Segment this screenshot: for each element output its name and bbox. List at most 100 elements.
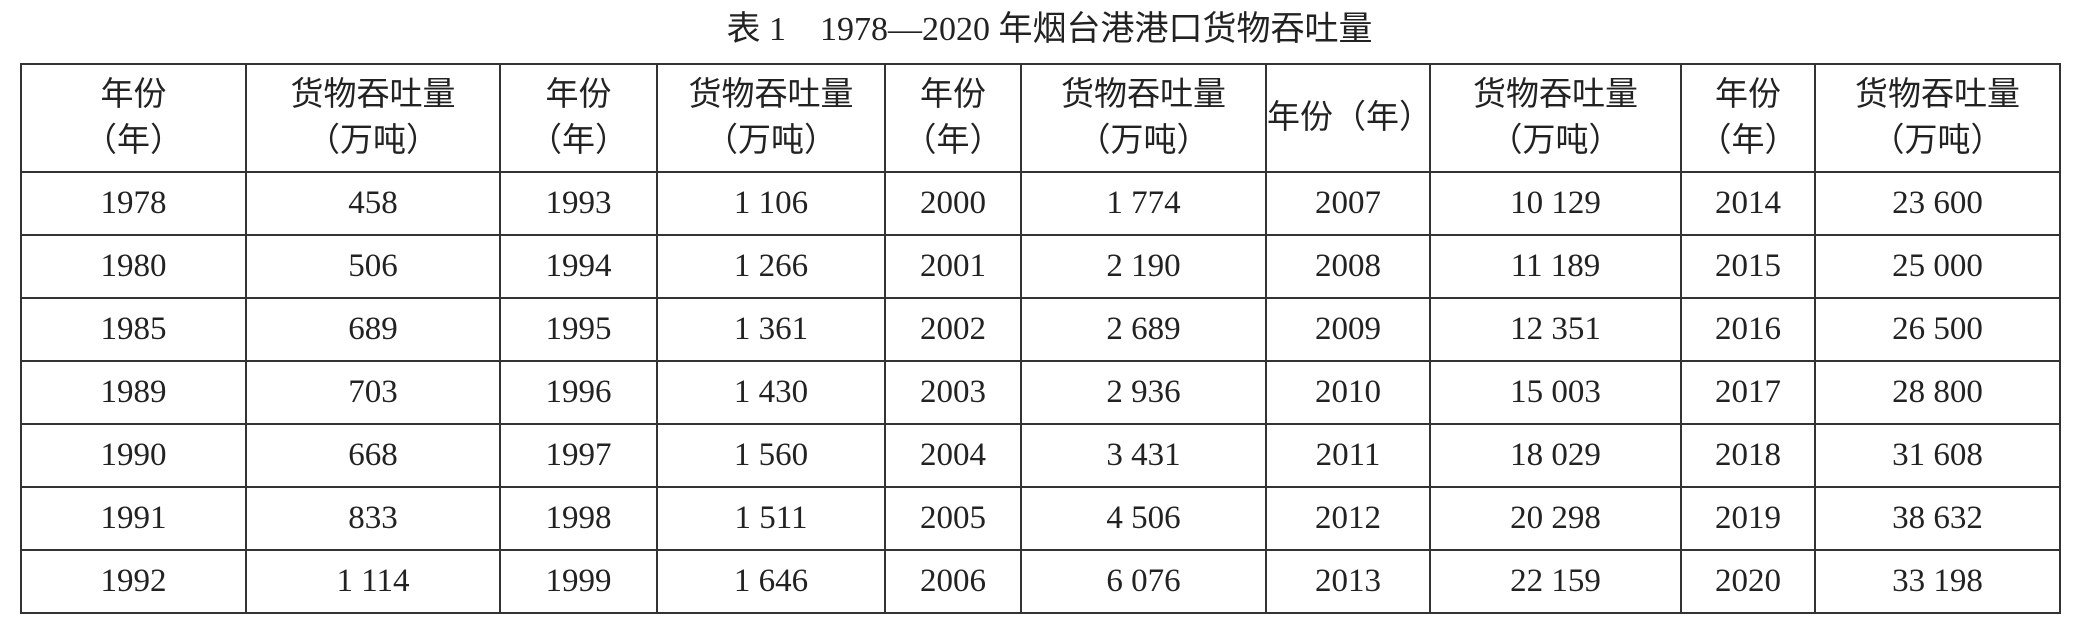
header-row: 年份 （年） 货物吞吐量 （万吨） 年份 （年） 货物吞吐量 （万吨） 年份 （年） 货物吞吐量 （万… xyxy=(20,63,2061,173)
data-table: 年份 （年） 货物吞吐量 （万吨） 年份 （年） 货物吞吐量 （万吨） 年份 （年） 货物吞吐量 （万… xyxy=(20,63,2061,614)
header-line: （万吨） xyxy=(307,123,439,159)
table-cell: 26 500 xyxy=(1814,297,2061,362)
table-cell: 3 431 xyxy=(1020,423,1267,488)
table-cell: 2015 xyxy=(1680,234,1816,299)
table-cell: 2007 xyxy=(1265,171,1431,236)
table-cell: 2 936 xyxy=(1020,360,1267,425)
table-cell: 20 298 xyxy=(1429,486,1682,551)
header-line: 货物吞吐量 xyxy=(290,77,456,113)
table-cell: 2 689 xyxy=(1020,297,1267,362)
header-line: 年份 xyxy=(100,77,167,113)
table-cell: 1997 xyxy=(499,423,658,488)
table-cell: 2014 xyxy=(1680,171,1816,236)
table-cell: 2000 xyxy=(884,171,1022,236)
table-cell: 2012 xyxy=(1265,486,1431,551)
table-cell: 2006 xyxy=(884,549,1022,614)
table-cell: 1 266 xyxy=(656,234,886,299)
table-cell: 1 646 xyxy=(656,549,886,614)
table-cell: 1 114 xyxy=(245,549,501,614)
header-line: （万吨） xyxy=(1077,123,1210,159)
table-cell: 2013 xyxy=(1265,549,1431,614)
column-header: 年份（年） xyxy=(499,63,658,173)
column-header: 年份（年） xyxy=(1680,63,1816,173)
header-line: 货物吞吐量 xyxy=(1855,77,2020,113)
table-cell: 22 159 xyxy=(1429,549,1682,614)
table-body: 1978 458 1993 1 106 2000 1 774 2007 10 129 2014 2… xyxy=(20,171,2061,614)
table-cell: 1995 xyxy=(499,297,658,362)
table-cell: 506 xyxy=(245,234,501,299)
table-row: 1990 668 1997 1 560 2004 3 431 2011 18 029 2018 3… xyxy=(20,423,2061,488)
header-line: 年份 xyxy=(920,77,986,113)
table-cell: 6 076 xyxy=(1020,549,1267,614)
table-cell: 2019 xyxy=(1680,486,1816,551)
table-cell: 11 189 xyxy=(1429,234,1682,299)
header-line: 年份（年） xyxy=(1267,100,1432,136)
table-cell: 2008 xyxy=(1265,234,1431,299)
table-cell: 1 106 xyxy=(656,171,886,236)
table-cell: 23 600 xyxy=(1814,171,2061,236)
table-cell: 2017 xyxy=(1680,360,1816,425)
table-cell: 2011 xyxy=(1265,423,1431,488)
header-line: （年） xyxy=(84,123,183,159)
table-cell: 12 351 xyxy=(1429,297,1682,362)
table-cell: 2002 xyxy=(884,297,1022,362)
header-line: （年） xyxy=(1698,123,1798,159)
table-title: 表 1 1978—2020 年烟台港港口货物吞吐量 xyxy=(726,11,1373,48)
table-cell: 1 430 xyxy=(656,360,886,425)
table-cell: 1985 xyxy=(20,297,247,362)
column-header: 年份 （年） xyxy=(884,63,1022,173)
table-cell: 1996 xyxy=(499,360,658,425)
table-cell: 33 198 xyxy=(1814,549,2061,614)
column-header: 年份（年） xyxy=(1265,63,1432,173)
table-cell: 2016 xyxy=(1680,297,1816,362)
table-cell: 4 506 xyxy=(1020,486,1267,551)
table-cell: 2009 xyxy=(1265,297,1431,362)
table-cell: 2005 xyxy=(884,486,1022,551)
table-cell: 1 560 xyxy=(656,423,886,488)
table-cell: 1998 xyxy=(499,486,658,551)
table-cell: 1 361 xyxy=(656,297,886,362)
header-line: 年份 xyxy=(545,77,612,113)
column-header: 年份 （年） xyxy=(20,63,247,173)
table-row: 1978 458 1993 1 106 2000 1 774 2007 10 129 2014 2… xyxy=(20,171,2061,236)
table-cell: 1999 xyxy=(499,549,658,614)
table-cell: 689 xyxy=(245,297,501,362)
table-cell: 2010 xyxy=(1265,360,1431,425)
table-cell: 1 511 xyxy=(656,486,886,551)
table-cell: 1980 xyxy=(20,234,247,299)
table-row: 1992 1 114 1999 1 646 2006 6 076 2013 22 159 202… xyxy=(20,549,2061,614)
table-cell: 2020 xyxy=(1680,549,1816,614)
column-header: 货物吞吐量 （万吨） xyxy=(1429,63,1682,173)
table-row: 1980 506 1994 1 266 2001 2 190 2008 11 189 2015 2… xyxy=(20,234,2061,299)
header-line: 货物吞吐量 xyxy=(1061,77,1226,113)
table-cell: 1993 xyxy=(499,171,658,236)
header-line: （万吨） xyxy=(1871,123,2004,159)
header-line: （万吨） xyxy=(1489,123,1622,159)
table-cell: 668 xyxy=(245,423,501,488)
table-row: 1985 689 1995 1 361 2002 2 689 2009 12 351 2016 2… xyxy=(20,297,2061,362)
table-row: 1991 833 1998 1 511 2005 4 506 2012 20 298 2019 3… xyxy=(20,486,2061,551)
table-cell: 2004 xyxy=(884,423,1022,488)
table-cell: 1 774 xyxy=(1020,171,1267,236)
table-cell: 31 608 xyxy=(1814,423,2061,488)
table-row: 1989 703 1996 1 430 2003 2 936 2010 15 003 2017 2… xyxy=(20,360,2061,425)
column-header: 货物吞吐量 （万吨） xyxy=(1814,63,2061,173)
column-header: 货物吞吐量 （万吨） xyxy=(1020,63,1267,173)
table-cell: 833 xyxy=(245,486,501,551)
table-cell: 10 129 xyxy=(1429,171,1682,236)
header-line: （年） xyxy=(903,123,1003,159)
table-cell: 15 003 xyxy=(1429,360,1682,425)
table-cell: 28 800 xyxy=(1814,360,2061,425)
header-line: 货物吞吐量 xyxy=(688,77,854,113)
table-cell: 1978 xyxy=(20,171,247,236)
table-cell: 703 xyxy=(245,360,501,425)
table-cell: 2 190 xyxy=(1020,234,1267,299)
table-cell: 1991 xyxy=(20,486,247,551)
table-cell: 2003 xyxy=(884,360,1022,425)
table-cell: 2001 xyxy=(884,234,1022,299)
table-cell: 1994 xyxy=(499,234,658,299)
table-cell: 1989 xyxy=(20,360,247,425)
column-header: 货物吞吐量 （万吨） xyxy=(656,63,886,173)
header-line: （万吨） xyxy=(705,123,837,159)
